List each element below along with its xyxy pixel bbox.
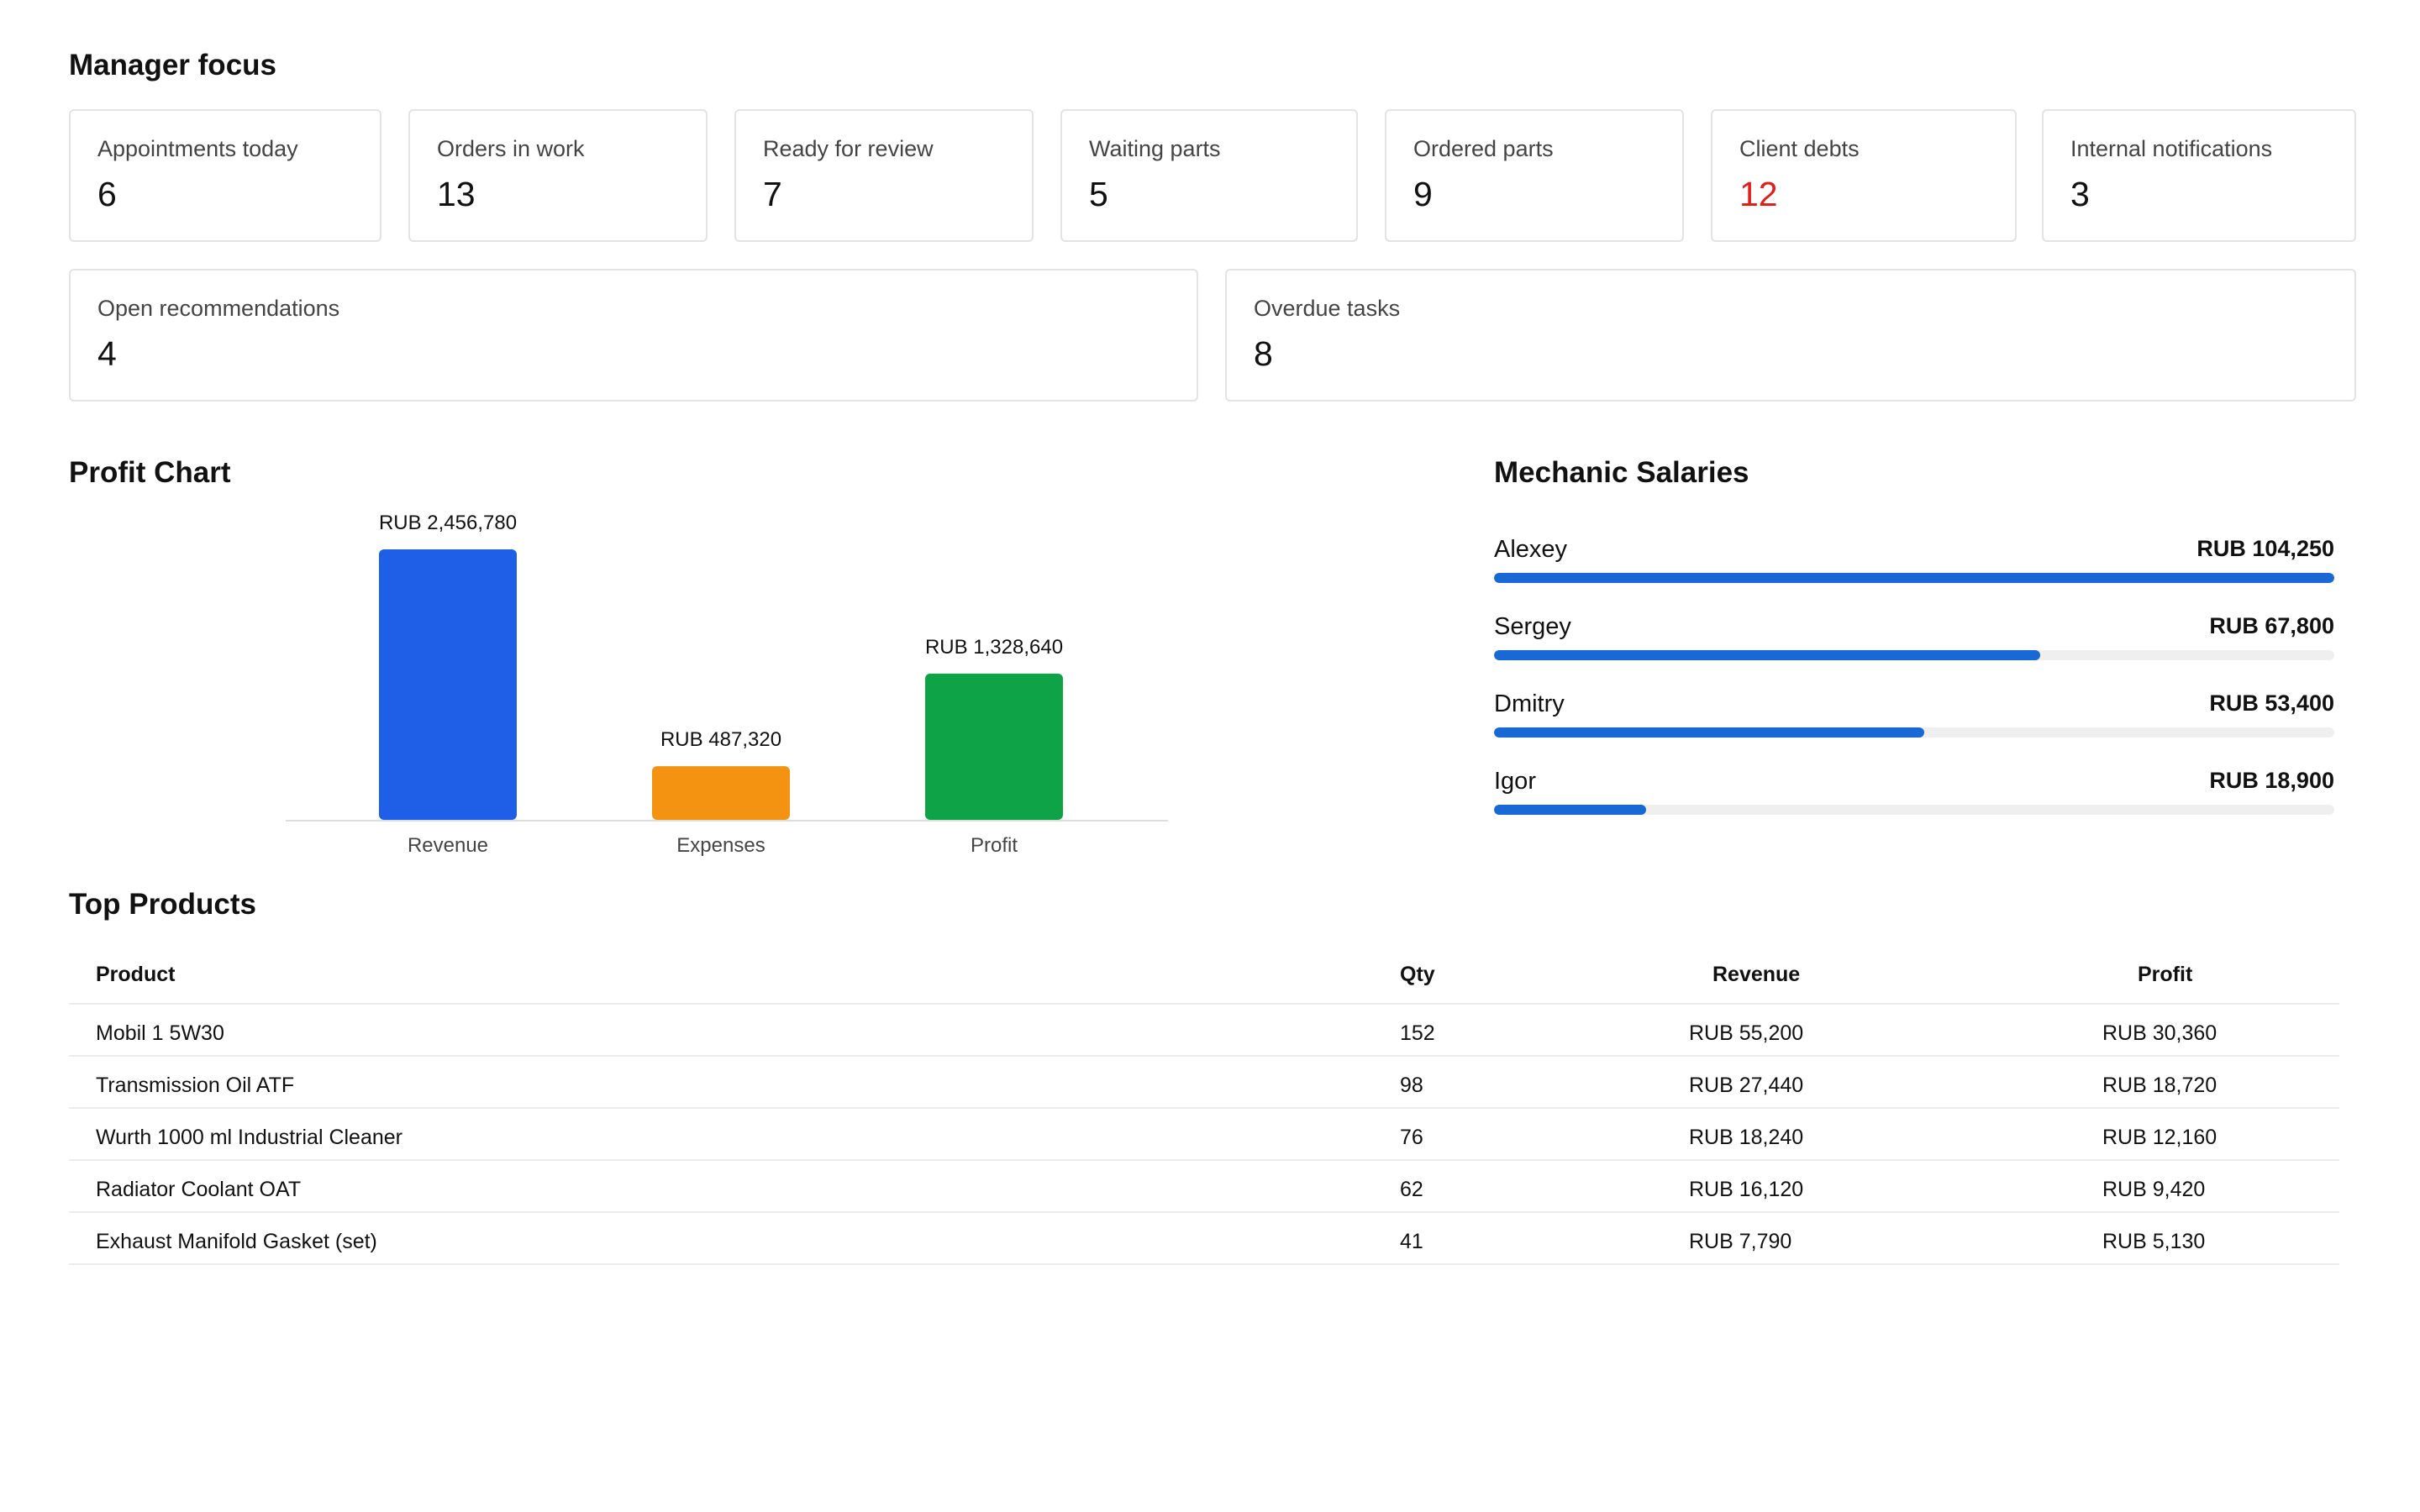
- mechanic-name: Igor: [1494, 768, 1536, 795]
- card-orders-in-work[interactable]: Orders in work 13: [408, 109, 708, 242]
- cell-profit: RUB 5,130: [2102, 1230, 2206, 1253]
- cell-qty: 41: [1400, 1230, 1423, 1253]
- card-label: Ready for review: [763, 136, 934, 161]
- bar-profit[interactable]: [925, 673, 1063, 820]
- cell-profit: RUB 12,160: [2102, 1126, 2217, 1149]
- category-label-profit: Profit: [971, 834, 1018, 857]
- category-label-revenue: Revenue: [408, 834, 488, 857]
- cell-profit: RUB 9,420: [2102, 1178, 2206, 1201]
- top-products-table: Product Qty Revenue Profit Mobil 1 5W30 …: [69, 949, 2339, 1265]
- card-value: 6: [97, 175, 117, 213]
- card-label: Open recommendations: [97, 296, 340, 321]
- cell-product: Mobil 1 5W30: [96, 1021, 224, 1045]
- card-waiting-parts[interactable]: Waiting parts 5: [1060, 109, 1358, 242]
- table-row[interactable]: Exhaust Manifold Gasket (set) 41 RUB 7,7…: [69, 1213, 2339, 1265]
- manager-focus-title: Manager focus: [69, 49, 276, 81]
- mechanic-salaries-title: Mechanic Salaries: [1494, 456, 1749, 489]
- cell-product: Transmission Oil ATF: [96, 1074, 295, 1097]
- salary-amount: RUB 67,800: [2209, 613, 2334, 638]
- card-ordered-parts[interactable]: Ordered parts 9: [1385, 109, 1684, 242]
- card-value: 9: [1413, 175, 1433, 213]
- cell-qty: 98: [1400, 1074, 1423, 1097]
- card-label: Appointments today: [97, 136, 298, 161]
- cell-profit: RUB 30,360: [2102, 1021, 2217, 1045]
- table-header-row: Product Qty Revenue Profit: [69, 949, 2339, 1005]
- card-value: 4: [97, 334, 117, 373]
- column-header-product[interactable]: Product: [96, 963, 176, 986]
- category-label-expenses: Expenses: [676, 834, 765, 857]
- card-label: Orders in work: [437, 136, 585, 161]
- data-label-profit: RUB 1,328,640: [925, 636, 1063, 659]
- card-value-alert: 12: [1739, 175, 1778, 213]
- card-value: 7: [763, 175, 782, 213]
- cell-product: Radiator Coolant OAT: [96, 1178, 302, 1201]
- column-header-revenue[interactable]: Revenue: [1712, 963, 1801, 986]
- cell-product: Wurth 1000 ml Industrial Cleaner: [96, 1126, 402, 1149]
- salary-row-alexey: Alexey RUB 104,250: [1494, 536, 2334, 603]
- mechanic-name: Dmitry: [1494, 690, 1565, 717]
- salary-row-igor: Igor RUB 18,900: [1494, 768, 2334, 835]
- column-header-qty[interactable]: Qty: [1400, 963, 1435, 986]
- card-label: Overdue tasks: [1254, 296, 1401, 321]
- data-label-expenses: RUB 487,320: [660, 728, 781, 751]
- salary-amount: RUB 53,400: [2209, 690, 2334, 716]
- table-row[interactable]: Mobil 1 5W30 152 RUB 55,200 RUB 30,360: [69, 1005, 2339, 1057]
- card-label: Client debts: [1739, 136, 1860, 161]
- cell-qty: 62: [1400, 1178, 1423, 1201]
- card-overdue-tasks[interactable]: Overdue tasks 8: [1225, 269, 2356, 402]
- cell-revenue: RUB 27,440: [1689, 1074, 1804, 1097]
- card-label: Waiting parts: [1089, 136, 1221, 161]
- card-label: Ordered parts: [1413, 136, 1554, 161]
- card-label: Internal notifications: [2070, 136, 2273, 161]
- card-ready-for-review[interactable]: Ready for review 7: [734, 109, 1034, 242]
- profit-chart: RUB 2,456,780 Revenue RUB 487,320 Expenses R…: [286, 512, 1168, 857]
- salary-bar-fill: [1494, 727, 1925, 738]
- card-client-debts[interactable]: Client debts 12: [1711, 109, 2017, 242]
- card-open-recommendations[interactable]: Open recommendations 4: [69, 269, 1198, 402]
- cell-product: Exhaust Manifold Gasket (set): [96, 1230, 377, 1253]
- data-label-revenue: RUB 2,456,780: [379, 512, 517, 534]
- cell-revenue: RUB 55,200: [1689, 1021, 1804, 1045]
- cell-qty: 76: [1400, 1126, 1423, 1149]
- profit-chart-title: Profit Chart: [69, 456, 231, 489]
- salary-amount: RUB 104,250: [2196, 536, 2334, 561]
- column-header-profit[interactable]: Profit: [2138, 963, 2193, 986]
- table-row[interactable]: Wurth 1000 ml Industrial Cleaner 76 RUB …: [69, 1109, 2339, 1161]
- bar-revenue[interactable]: [379, 549, 517, 820]
- salary-bar-track: [1494, 650, 2334, 660]
- card-value: 8: [1254, 334, 1273, 373]
- salary-bar-fill: [1494, 650, 2041, 660]
- salary-row-dmitry: Dmitry RUB 53,400: [1494, 690, 2334, 758]
- cell-profit: RUB 18,720: [2102, 1074, 2217, 1097]
- card-internal-notifications[interactable]: Internal notifications 3: [2042, 109, 2356, 242]
- salary-row-sergey: Sergey RUB 67,800: [1494, 613, 2334, 680]
- card-appointments-today[interactable]: Appointments today 6: [69, 109, 381, 242]
- card-value: 13: [437, 175, 476, 213]
- top-products-title: Top Products: [69, 888, 256, 921]
- cell-revenue: RUB 16,120: [1689, 1178, 1804, 1201]
- table-row[interactable]: Radiator Coolant OAT 62 RUB 16,120 RUB 9…: [69, 1161, 2339, 1213]
- cell-revenue: RUB 18,240: [1689, 1126, 1804, 1149]
- mechanic-name: Alexey: [1494, 536, 1568, 563]
- salary-bar-fill: [1494, 805, 1647, 815]
- salary-bar-track: [1494, 727, 2334, 738]
- salary-amount: RUB 18,900: [2209, 768, 2334, 793]
- salary-bar-fill: [1494, 573, 2334, 583]
- bar-expenses[interactable]: [652, 766, 790, 820]
- card-value: 3: [2070, 175, 2090, 213]
- salary-bar-track: [1494, 805, 2334, 815]
- cell-qty: 152: [1400, 1021, 1435, 1045]
- card-value: 5: [1089, 175, 1108, 213]
- salary-bar-track: [1494, 573, 2334, 583]
- cell-revenue: RUB 7,790: [1689, 1230, 1792, 1253]
- mechanic-name: Sergey: [1494, 613, 1571, 640]
- table-row[interactable]: Transmission Oil ATF 98 RUB 27,440 RUB 1…: [69, 1057, 2339, 1109]
